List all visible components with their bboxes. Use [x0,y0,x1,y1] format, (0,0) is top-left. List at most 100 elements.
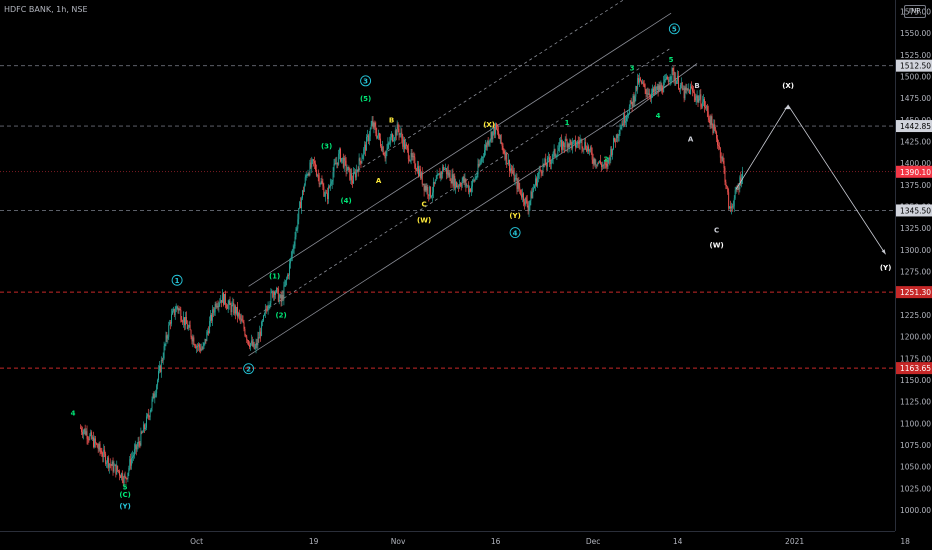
candle-body [338,153,340,165]
candle-body [133,448,135,456]
candle-body [647,93,649,95]
candle-body [719,147,721,158]
candle-body [115,464,117,475]
wave-label-circle [668,23,680,35]
candle-body [734,190,736,199]
candle-body [703,98,705,102]
candle-body [399,133,401,135]
candle-body [685,87,687,90]
candle-body [359,158,361,162]
candle-body [269,302,271,307]
candle-body [171,314,172,324]
candle-body [613,137,614,149]
candle-body [216,306,218,308]
candle-body [326,192,328,194]
candle-body [114,464,116,466]
candle-body [267,306,269,311]
candle-body [225,304,227,308]
candle-body [100,450,102,453]
candle-body [153,393,155,399]
currency-button[interactable]: INR [904,5,926,18]
candle-body [735,189,737,191]
candle-body [507,163,509,165]
candle-body [263,315,264,321]
candle-body [122,480,124,484]
candle-body [94,438,96,444]
candle-body [405,144,406,149]
candle-body [411,152,413,158]
candle-body [369,128,371,137]
candle-body [603,162,605,166]
candle-body [119,471,120,476]
candle-body [600,160,601,164]
candle-body [694,96,696,101]
candle-body [126,478,128,480]
candle-body [142,432,144,434]
candle-body [250,340,252,344]
candle-body [162,358,164,361]
candle-body [190,330,192,338]
candle-body [404,139,406,149]
candle-body [626,116,627,122]
candle-body [323,186,325,197]
candle-body [80,427,81,429]
candle-body [330,183,332,185]
candle-body [660,84,662,90]
candle-body [251,340,253,346]
candle-body [548,157,549,159]
candle-body [167,336,169,339]
candle-body [513,170,515,182]
candle-body [229,300,231,305]
candle-body [670,76,672,80]
candle-body [160,359,162,372]
candle-body [111,461,113,466]
candle-body [380,138,381,147]
candle-body [169,322,171,325]
candle-body [211,314,212,321]
candle-body [543,163,545,165]
candle-body [436,174,438,180]
candle-body [86,431,88,439]
candle-body [590,147,592,153]
candle-body [243,322,245,329]
candle-body [497,129,498,132]
candle-body [473,180,475,181]
candle-body [468,185,470,193]
candle-body [519,187,521,190]
candle-body [620,127,622,130]
wave-label: 4 [656,112,661,120]
candle-body [205,339,207,342]
candle-body [443,166,445,170]
candle-body [396,124,398,136]
candle-body [480,161,482,163]
candle-body [220,300,222,303]
candle-body [195,345,197,349]
candle-body [661,84,663,92]
candle-body [461,181,463,187]
candle-body [221,300,223,303]
candle-body [723,160,725,168]
candle-body [339,148,341,154]
candle-body [619,129,621,135]
candle-body [671,68,673,77]
candle-body [188,324,190,327]
candle-body [271,291,273,293]
candle-body [416,169,418,172]
last-price-tag [896,165,932,178]
candle-body [407,148,409,160]
candle-body [467,185,469,187]
y-tick-label: 1325.00 [900,224,931,233]
candle-body [439,173,441,179]
wave-label: (C) [119,491,131,499]
candle-body [580,139,582,141]
x-tick-label: Oct [190,537,203,546]
candle-body [246,336,248,341]
candle-body [361,158,363,164]
candle-body [146,416,147,428]
y-tick-label: 1075.00 [900,441,931,450]
candle-body [650,96,652,98]
candle-body [305,175,307,178]
candle-body [646,93,648,95]
